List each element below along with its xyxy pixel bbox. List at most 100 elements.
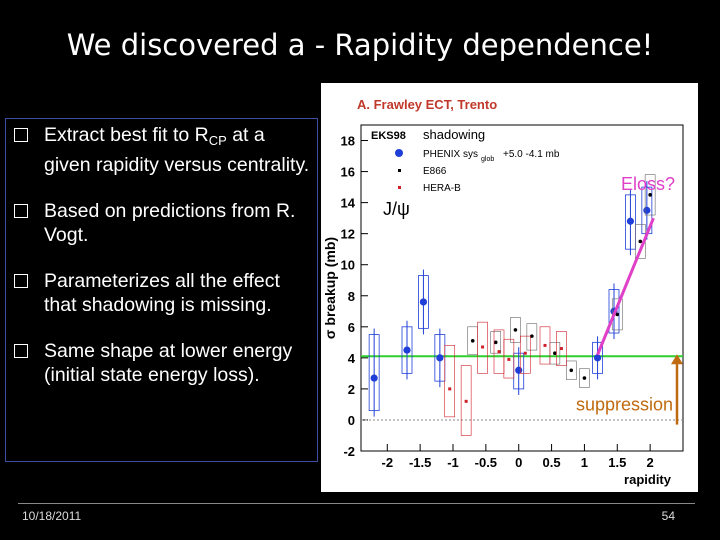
y-tick-label: 10 (341, 258, 355, 273)
suppression-arrow-head (671, 354, 683, 365)
bullet-panel: Extract best fit to RCP at a given rapid… (5, 118, 318, 462)
checkbox-bullet-icon (14, 274, 28, 288)
x-tick-label: 0.5 (543, 455, 561, 470)
phenix-point (515, 366, 523, 374)
checkbox-bullet-icon (14, 204, 28, 218)
phenix-point (403, 346, 411, 354)
bullet-4: Same shape at lower energy (initial stat… (14, 339, 313, 387)
y-tick-label: 12 (341, 227, 355, 242)
x-tick-label: 1.5 (608, 455, 626, 470)
y-tick-label: 14 (341, 196, 356, 211)
herab-point (464, 399, 468, 403)
e866-point (493, 340, 498, 345)
plot-image: A. Frawley ECT, Trento -2 0 2 4 6 8 10 12 14 16 18… (321, 83, 698, 492)
footer-page-number: 54 (661, 509, 675, 523)
x-tick-label: 0 (515, 455, 522, 470)
bullet-text: Same shape at lower energy (initial stat… (44, 340, 293, 386)
e866-error-box (490, 331, 502, 354)
bullet-3: Parameterizes all the effect that shadow… (14, 269, 313, 317)
x-tick-label: -2 (382, 455, 394, 470)
herab-error-box (519, 335, 531, 374)
legend-model-sub: shadowing (423, 127, 485, 142)
e866-error-box (579, 368, 590, 388)
bullet-text: Extract best fit to R (44, 124, 209, 146)
x-tick-label: 1 (581, 455, 588, 470)
phenix-point (626, 217, 635, 225)
e866-error-box (526, 323, 538, 351)
y-tick-label: 16 (341, 165, 355, 180)
herab-error-box (477, 321, 488, 374)
e866-point (648, 193, 652, 197)
y-tick-label: 8 (348, 289, 355, 304)
e866-point (470, 338, 475, 343)
e866-error-box (611, 298, 623, 331)
x-tick-label: -1 (447, 455, 459, 470)
y-tick-label: -2 (343, 444, 355, 459)
y-tick-label: 0 (348, 413, 355, 428)
bullet-text-cont: at a given rapidity versus centrality. (44, 124, 310, 176)
phenix-point (436, 354, 444, 362)
y-axis-label: σ breakup (mb) (322, 237, 338, 339)
herab-point (507, 357, 511, 361)
e866-point (553, 351, 557, 356)
herab-point (497, 350, 501, 354)
e866-point (513, 328, 518, 332)
legend-entry-label: E866 (423, 166, 447, 177)
legend-marker (395, 149, 403, 157)
herab-error-box (444, 345, 456, 418)
bullet-text: Based on predictions from R. Vogt. (44, 200, 296, 246)
footer-divider (18, 503, 695, 504)
plot-frame (360, 124, 684, 452)
e866-error-box (565, 360, 577, 380)
slide-title: We discovered a - Rapidity dependence! (66, 28, 654, 62)
legend-particle: J/ψ (383, 199, 410, 219)
herab-point (481, 345, 485, 349)
herab-error-box (460, 365, 472, 436)
x-tick-label: -1.5 (409, 455, 431, 470)
e866-error-box (644, 174, 656, 216)
bullet-subscript: CP (208, 133, 227, 148)
legend-model: EKS98 (371, 130, 406, 142)
herab-error-box (503, 338, 515, 379)
legend-entry-label: PHENIX sys (423, 149, 478, 160)
suppression-annotation: suppression (576, 394, 673, 414)
bullet-text: Parameterizes all the effect that shadow… (44, 270, 280, 316)
herab-point (448, 387, 452, 391)
legend-marker (398, 169, 401, 172)
footer-date: 10/18/2011 (22, 509, 82, 523)
e866-point (569, 368, 574, 373)
bullet-1: Extract best fit to RCP at a given rapid… (14, 123, 313, 177)
e866-point (582, 376, 587, 380)
herab-point (543, 343, 547, 347)
x-tick-label: -0.5 (475, 455, 497, 470)
legend-entry-label: HERA-B (423, 183, 461, 194)
x-axis-label: rapidity (624, 472, 672, 487)
checkbox-bullet-icon (14, 128, 28, 142)
legend-marker (398, 186, 401, 189)
phenix-point (593, 354, 602, 362)
y-tick-label: 4 (348, 351, 356, 366)
y-tick-label: 18 (341, 134, 355, 149)
herab-error-box (539, 326, 551, 365)
y-tick-label: 6 (348, 320, 355, 335)
eloss-annotation: Eloss? (621, 174, 675, 194)
checkbox-bullet-icon (14, 344, 28, 358)
chart-header: A. Frawley ECT, Trento (357, 97, 497, 112)
herab-point (559, 347, 563, 351)
breakup-cross-section-chart: A. Frawley ECT, Trento -2024681012141618… (322, 97, 684, 487)
phenix-point (370, 374, 378, 382)
legend-entry-extra: +5.0 -4.1 mb (503, 149, 560, 160)
eloss-line (596, 217, 655, 356)
e866-point (530, 334, 534, 338)
e866-error-box (510, 317, 521, 343)
herab-point (523, 351, 527, 355)
phenix-point (419, 298, 428, 306)
y-tick-label: 2 (348, 382, 355, 397)
e866-point (638, 239, 643, 244)
phenix-point (643, 206, 651, 214)
herab-error-box (556, 331, 567, 366)
e866-point (615, 312, 620, 317)
x-tick-label: 2 (647, 455, 654, 470)
legend-entry-suffix: glob (481, 156, 494, 163)
bullet-2: Based on predictions from R. Vogt. (14, 199, 313, 247)
